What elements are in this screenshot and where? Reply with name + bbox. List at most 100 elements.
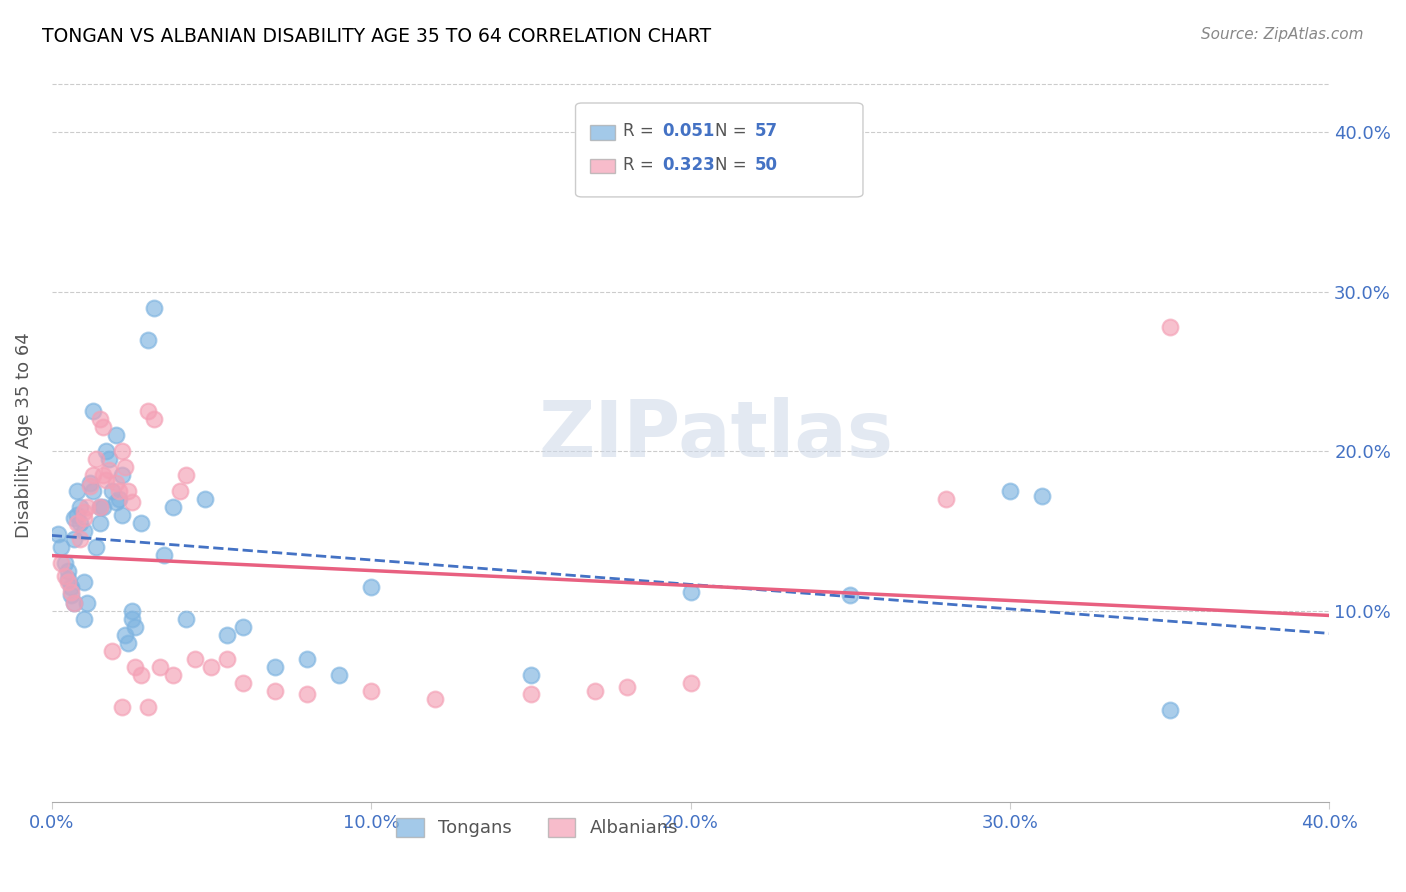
Point (94, 473, 117, 487)
Point (174, 612, 197, 626)
Point (616, 681, 638, 695)
Point (79, 479, 101, 493)
FancyBboxPatch shape (575, 103, 863, 197)
Point (1159, 703, 1181, 717)
Point (117, 636, 139, 650)
Point (104, 495, 127, 509)
Point (82, 404, 104, 418)
Point (124, 659, 146, 673)
Point (162, 667, 184, 681)
Point (53, 568, 76, 582)
Point (264, 659, 287, 673)
Point (423, 691, 446, 706)
Point (73, 524, 96, 538)
Point (108, 484, 131, 499)
Point (360, 683, 382, 698)
Point (679, 584, 702, 599)
Point (121, 495, 143, 509)
Point (149, 659, 172, 673)
Point (114, 460, 136, 475)
FancyBboxPatch shape (589, 125, 616, 140)
Point (129, 516, 152, 530)
Point (63, 596, 86, 610)
Point (73, 505, 96, 519)
Point (91, 468, 114, 483)
Point (51, 540, 73, 554)
Legend: Tongans, Albanians: Tongans, Albanians (389, 811, 685, 845)
Text: TONGAN VS ALBANIAN DISABILITY AGE 35 TO 64 CORRELATION CHART: TONGAN VS ALBANIAN DISABILITY AGE 35 TO … (42, 27, 711, 45)
Point (142, 301, 165, 315)
Point (121, 604, 143, 618)
Text: R =: R = (623, 122, 659, 140)
Point (935, 492, 957, 507)
Point (51, 556, 73, 570)
Point (73, 612, 96, 626)
Text: 0.051: 0.051 (662, 122, 714, 140)
Point (114, 628, 136, 642)
Point (217, 651, 239, 665)
Point (89, 412, 111, 426)
Point (82, 484, 104, 499)
Point (200, 659, 222, 673)
Point (53, 556, 76, 570)
Point (169, 484, 191, 499)
Point (56, 572, 79, 586)
Point (89, 500, 111, 515)
Point (86, 452, 108, 467)
Point (184, 651, 207, 665)
Point (328, 667, 350, 681)
Point (194, 492, 217, 507)
Point (297, 651, 319, 665)
Point (839, 588, 862, 602)
Point (56, 564, 79, 578)
Point (174, 468, 197, 483)
Text: N =: N = (714, 122, 752, 140)
Point (136, 699, 159, 714)
Point (136, 333, 159, 347)
Point (121, 612, 143, 626)
Text: 0.323: 0.323 (662, 155, 716, 174)
Point (104, 476, 127, 491)
Point (136, 404, 159, 418)
Point (91, 420, 114, 434)
Y-axis label: Disability Age 35 to 64: Disability Age 35 to 64 (15, 333, 32, 538)
Point (63, 596, 86, 610)
Point (46, 527, 69, 541)
Point (89, 500, 111, 515)
Point (679, 675, 702, 690)
Text: Source: ZipAtlas.com: Source: ZipAtlas.com (1201, 27, 1364, 42)
Point (82, 468, 104, 483)
Point (297, 687, 319, 701)
Point (73, 575, 96, 590)
Point (142, 412, 165, 426)
Point (69, 532, 91, 546)
Point (79, 476, 101, 491)
Point (1031, 489, 1053, 503)
Point (111, 508, 134, 523)
Text: R =: R = (623, 155, 659, 174)
Point (98, 463, 121, 477)
Point (117, 484, 139, 499)
Point (89, 516, 111, 530)
Point (91, 500, 114, 515)
Point (152, 548, 174, 562)
Point (232, 675, 254, 690)
Point (583, 683, 606, 698)
Point (124, 620, 146, 634)
Point (66, 484, 89, 499)
Point (129, 667, 152, 681)
Point (998, 484, 1021, 499)
Point (217, 628, 239, 642)
Point (232, 620, 254, 634)
Point (520, 667, 543, 681)
Point (56, 575, 79, 590)
Text: 57: 57 (755, 122, 778, 140)
FancyBboxPatch shape (589, 159, 616, 173)
Point (63, 511, 86, 525)
Point (94, 444, 117, 458)
Point (66, 508, 89, 523)
Point (59, 588, 82, 602)
Point (162, 500, 184, 515)
Point (86, 540, 108, 554)
Point (264, 683, 287, 698)
